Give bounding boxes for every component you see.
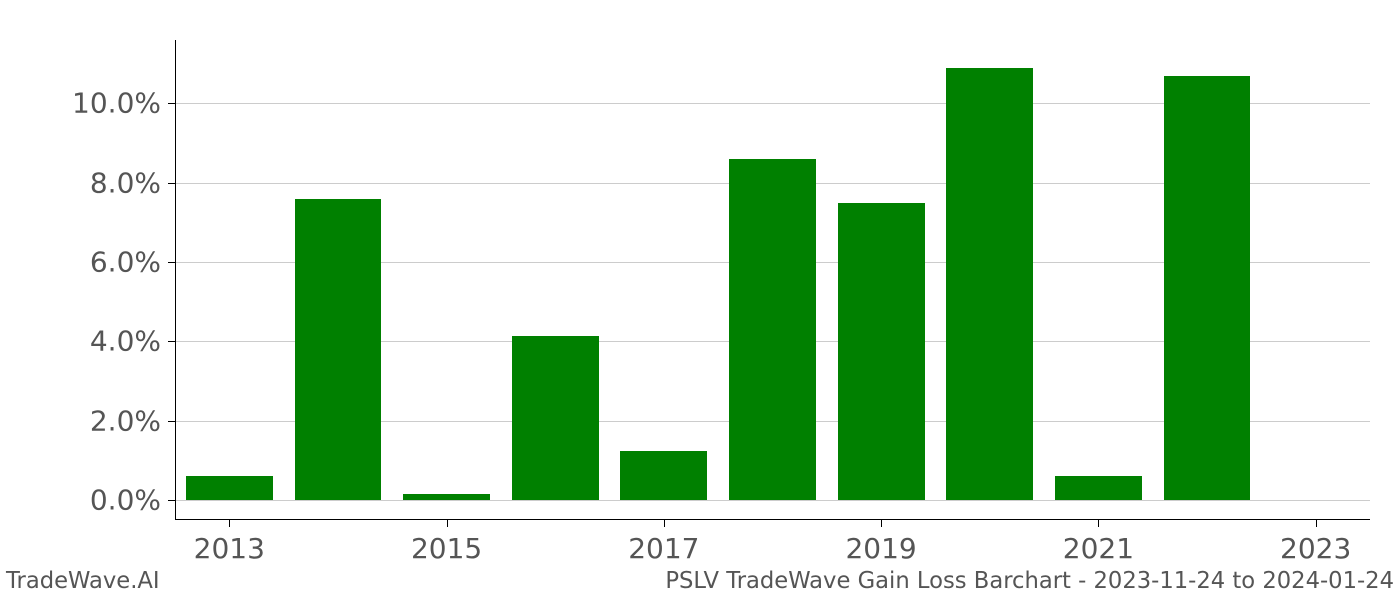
- bar: [1164, 76, 1251, 500]
- bar: [295, 199, 382, 500]
- x-axis-line: [175, 519, 1370, 520]
- ytick-label: 4.0%: [90, 325, 175, 358]
- xtick-label: 2021: [1063, 520, 1134, 565]
- ytick-label: 8.0%: [90, 166, 175, 199]
- bar: [186, 476, 273, 500]
- xtick-label: 2017: [628, 520, 699, 565]
- bar: [838, 203, 925, 501]
- bar: [620, 451, 707, 501]
- gridline: [175, 500, 1370, 501]
- xtick-label: 2013: [194, 520, 265, 565]
- ytick-label: 2.0%: [90, 404, 175, 437]
- bar: [946, 68, 1033, 500]
- footer-left-text: TradeWave.AI: [6, 568, 160, 594]
- footer-right-text: PSLV TradeWave Gain Loss Barchart - 2023…: [665, 568, 1394, 594]
- bar: [403, 494, 490, 500]
- ytick-label: 0.0%: [90, 484, 175, 517]
- bar: [1055, 476, 1142, 500]
- bar: [512, 336, 599, 501]
- xtick-label: 2015: [411, 520, 482, 565]
- y-axis-line: [175, 40, 176, 520]
- ytick-label: 6.0%: [90, 246, 175, 279]
- xtick-label: 2023: [1280, 520, 1351, 565]
- barchart: 0.0% 2.0% 4.0% 6.0% 8.0% 10.0% 2013 2015 2017 201…: [0, 0, 1400, 600]
- ytick-label: 10.0%: [72, 87, 175, 120]
- bar: [729, 159, 816, 500]
- xtick-label: 2019: [845, 520, 916, 565]
- plot-area: 0.0%2.0%4.0%6.0%8.0%10.0%201320152017201…: [175, 40, 1370, 520]
